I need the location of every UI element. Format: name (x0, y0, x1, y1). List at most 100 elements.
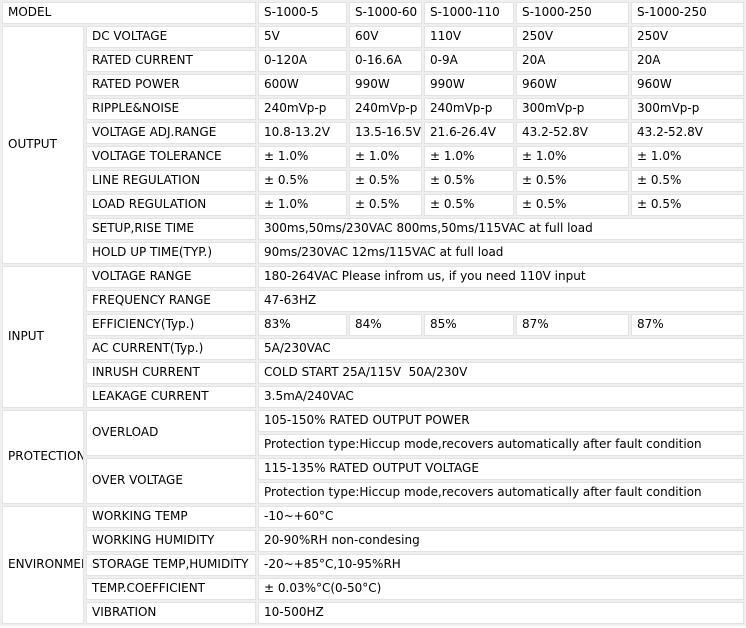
row-label: WORKING HUMIDITY (86, 530, 256, 552)
table-row: LINE REGULATION ± 0.5% ± 0.5% ± 0.5% ± 0… (2, 170, 744, 192)
value-cell: 250V (631, 26, 744, 48)
table-row: WORKING HUMIDITY 20-90%RH non-condesing (2, 530, 744, 552)
value-cell: 240mVp-p (349, 98, 422, 120)
table-row: EFFICIENCY(Typ.) 83% 84% 85% 87% 87% (2, 314, 744, 336)
value-cell: ± 1.0% (258, 194, 347, 216)
table-row: INRUSH CURRENT COLD START 25A/115V 50A/2… (2, 362, 744, 384)
model-header: MODEL (2, 2, 256, 24)
section-label-output: OUTPUT (2, 26, 84, 264)
row-label: TEMP.COEFFICIENT (86, 578, 256, 600)
table-row: Protection type:Hiccup mode,recovers aut… (2, 434, 744, 456)
value-cell: 43.2-52.8V (631, 122, 744, 144)
value-cell: 250V (516, 26, 629, 48)
value-cell: 300ms,50ms/230VAC 800ms,50ms/115VAC at f… (258, 218, 744, 240)
table-row: INPUT VOLTAGE RANGE 180-264VAC Please in… (2, 266, 744, 408)
value-cell: 300mVp-p (631, 98, 744, 120)
value-cell: 21.6-26.4V (424, 122, 514, 144)
table-row: RIPPLE&NOISE 240mVp-p 240mVp-p 240mVp-p … (2, 98, 744, 120)
row-label: VOLTAGE RANGE (86, 266, 256, 288)
table-row: FREQUENCY RANGE 47-63HZ (2, 290, 744, 312)
row-label: RIPPLE&NOISE (86, 98, 256, 120)
row-label: RATED CURRENT (86, 50, 256, 72)
value-cell: 90ms/230VAC 12ms/115VAC at full load (258, 242, 744, 264)
section-label-input: INPUT (2, 266, 84, 408)
row-label: LOAD REGULATION (86, 194, 256, 216)
value-cell: 105-150% RATED OUTPUT POWER (258, 410, 744, 432)
value-cell: Protection type:Hiccup mode,recovers aut… (258, 482, 744, 504)
row-label: WORKING TEMP (86, 506, 256, 528)
section-label-protection: PROTECTION (2, 410, 84, 504)
value-cell: ± 0.5% (258, 170, 347, 192)
value-cell: 240mVp-p (424, 98, 514, 120)
row-label: SETUP,RISE TIME (86, 218, 256, 240)
table-row: RATED CURRENT 0-120A 0-16.6A 0-9A 20A 20… (2, 50, 744, 72)
value-cell: ± 1.0% (631, 146, 744, 168)
value-cell: 87% (516, 314, 629, 336)
table-row: LEAKAGE CURRENT 3.5mA/240VAC (2, 386, 744, 408)
table-row: HOLD UP TIME(TYP.) 90ms/230VAC 12ms/115V… (2, 242, 744, 264)
table-row: STORAGE TEMP,HUMIDITY -20~+85°C,10-95%RH (2, 554, 744, 576)
row-label: VOLTAGE TOLERANCE (86, 146, 256, 168)
table-row: VOLTAGE TOLERANCE ± 1.0% ± 1.0% ± 1.0% ±… (2, 146, 744, 168)
value-cell: ± 0.5% (424, 170, 514, 192)
value-cell: -20~+85°C,10-95%RH (258, 554, 744, 576)
model-column-header: S-1000-250 (631, 2, 744, 24)
value-cell: 0-9A (424, 50, 514, 72)
table-row: VIBRATION 10-500HZ (2, 602, 744, 624)
table-row: Protection type:Hiccup mode,recovers aut… (2, 482, 744, 504)
model-column-header: S-1000-5 (258, 2, 347, 24)
value-cell: 0-120A (258, 50, 347, 72)
table-row: SETUP,RISE TIME 300ms,50ms/230VAC 800ms,… (2, 218, 744, 240)
value-cell: ± 1.0% (258, 146, 347, 168)
value-cell: -10~+60°C (258, 506, 744, 528)
table-row: TEMP.COEFFICIENT ± 0.03%°C(0-50°C) (2, 578, 744, 600)
value-cell: 180-264VAC Please infrom us, if you need… (258, 266, 744, 288)
model-column-header: S-1000-60 (349, 2, 422, 24)
value-cell: 5V (258, 26, 347, 48)
value-cell: 110V (424, 26, 514, 48)
value-cell: ± 0.5% (631, 170, 744, 192)
table-row: VOLTAGE ADJ.RANGE 10.8-13.2V 13.5-16.5V … (2, 122, 744, 144)
value-cell: 84% (349, 314, 422, 336)
table-row: OUTPUT DC VOLTAGE 5V 60V 110V 250V 250V (2, 26, 744, 264)
model-column-header: S-1000-110 (424, 2, 514, 24)
row-label: HOLD UP TIME(TYP.) (86, 242, 256, 264)
row-label: STORAGE TEMP,HUMIDITY (86, 554, 256, 576)
value-cell: 960W (631, 74, 744, 96)
value-cell: 300mVp-p (516, 98, 629, 120)
section-label-environment: ENVIRONMENT (2, 506, 84, 624)
value-cell: 20A (516, 50, 629, 72)
table-row: ENVIRONMENT WORKING TEMP -10~+60°C (2, 506, 744, 624)
value-cell: 990W (424, 74, 514, 96)
value-cell: 115-135% RATED OUTPUT VOLTAGE (258, 458, 744, 480)
row-label: INRUSH CURRENT (86, 362, 256, 384)
row-label: LEAKAGE CURRENT (86, 386, 256, 408)
row-label: OVERLOAD (86, 410, 256, 456)
row-label: DC VOLTAGE (86, 26, 256, 48)
value-cell: ± 0.03%°C(0-50°C) (258, 578, 744, 600)
value-cell: ± 0.5% (516, 194, 629, 216)
row-label: AC CURRENT(Typ.) (86, 338, 256, 360)
value-cell: 5A/230VAC (258, 338, 744, 360)
value-cell: 600W (258, 74, 347, 96)
value-cell: 13.5-16.5V (349, 122, 422, 144)
value-cell: 990W (349, 74, 422, 96)
value-cell: COLD START 25A/115V 50A/230V (258, 362, 744, 384)
table-row: AC CURRENT(Typ.) 5A/230VAC (2, 338, 744, 360)
value-cell: 87% (631, 314, 744, 336)
row-label: LINE REGULATION (86, 170, 256, 192)
value-cell: 3.5mA/240VAC (258, 386, 744, 408)
value-cell: 20-90%RH non-condesing (258, 530, 744, 552)
value-cell: 20A (631, 50, 744, 72)
value-cell: 85% (424, 314, 514, 336)
value-cell: ± 0.5% (424, 194, 514, 216)
value-cell: 960W (516, 74, 629, 96)
table-row: PROTECTION OVERLOAD 105-150% RATED OUTPU… (2, 410, 744, 504)
value-cell: 83% (258, 314, 347, 336)
table-row: LOAD REGULATION ± 1.0% ± 0.5% ± 0.5% ± 0… (2, 194, 744, 216)
row-label: RATED POWER (86, 74, 256, 96)
row-label: VOLTAGE ADJ.RANGE (86, 122, 256, 144)
row-label: FREQUENCY RANGE (86, 290, 256, 312)
